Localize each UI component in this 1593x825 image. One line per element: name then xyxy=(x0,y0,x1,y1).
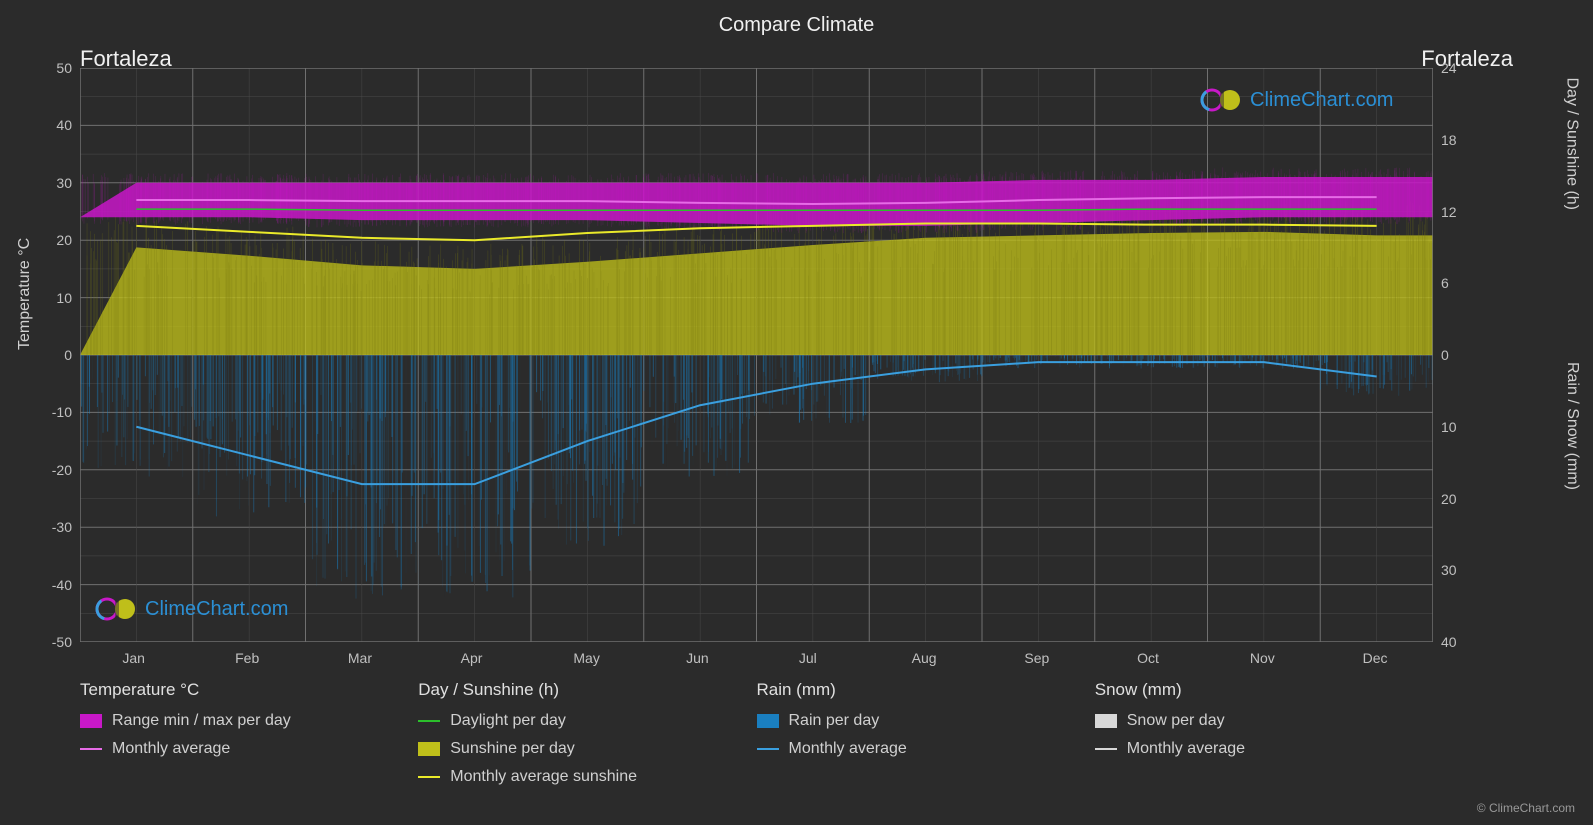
legend-item: Rain per day xyxy=(757,712,1095,730)
y-left-tick: 0 xyxy=(64,347,72,363)
legend-label: Rain per day xyxy=(789,712,880,730)
legend-item: Daylight per day xyxy=(418,712,756,730)
legend-item: Monthly average xyxy=(757,740,1095,758)
y-right-tick: 12 xyxy=(1441,204,1457,220)
legend-swatch-icon xyxy=(1095,714,1117,728)
legend-title: Day / Sunshine (h) xyxy=(418,680,756,700)
plot-svg xyxy=(80,68,1433,642)
x-tick: Dec xyxy=(1363,650,1388,666)
y-left-tick: 10 xyxy=(56,290,72,306)
y-left-tick: 50 xyxy=(56,60,72,76)
y-right-tick: 30 xyxy=(1441,562,1457,578)
legend-item: Monthly average sunshine xyxy=(418,768,756,786)
legend-label: Range min / max per day xyxy=(112,712,291,730)
watermark-text: ClimeChart.com xyxy=(1250,89,1393,112)
legend-title: Temperature °C xyxy=(80,680,418,700)
copyright: © ClimeChart.com xyxy=(1477,801,1575,815)
legend-title: Snow (mm) xyxy=(1095,680,1433,700)
legend-title: Rain (mm) xyxy=(757,680,1095,700)
x-tick: Feb xyxy=(235,650,259,666)
y-left-tick: -30 xyxy=(52,519,72,535)
legend-label: Monthly average xyxy=(112,740,230,758)
y-left-tick: -50 xyxy=(52,634,72,650)
legend-item: Monthly average xyxy=(80,740,418,758)
y-left-tick: -40 xyxy=(52,577,72,593)
watermark-text: ClimeChart.com xyxy=(145,598,288,621)
legend-label: Snow per day xyxy=(1127,712,1225,730)
legend-column: Rain (mm) Rain per day Monthly average xyxy=(757,680,1095,796)
legend-label: Monthly average xyxy=(1127,740,1245,758)
y-right-tick: 10 xyxy=(1441,419,1457,435)
legend-item: Monthly average xyxy=(1095,740,1433,758)
y-left-tick: -10 xyxy=(52,404,72,420)
y-left-tick: 30 xyxy=(56,175,72,191)
climechart-logo-icon xyxy=(95,595,139,623)
x-tick: Aug xyxy=(912,650,937,666)
x-tick: Nov xyxy=(1250,650,1275,666)
legend-label: Daylight per day xyxy=(450,712,566,730)
legend-column: Snow (mm) Snow per day Monthly average xyxy=(1095,680,1433,796)
plot-area xyxy=(80,68,1433,642)
city-label-right: Fortaleza xyxy=(1421,46,1513,72)
watermark-top: ClimeChart.com xyxy=(1200,86,1393,114)
x-tick: Mar xyxy=(348,650,372,666)
x-tick: Jan xyxy=(122,650,145,666)
y-axis-right-top-label: Day / Sunshine (h) xyxy=(1563,77,1581,210)
legend-column: Temperature °C Range min / max per day Mon… xyxy=(80,680,418,796)
legend-item: Sunshine per day xyxy=(418,740,756,758)
chart-container: Compare Climate Fortaleza Fortaleza Temp… xyxy=(0,0,1593,825)
x-tick: Apr xyxy=(461,650,483,666)
y-right-tick: 6 xyxy=(1441,275,1449,291)
legend-swatch-icon xyxy=(80,714,102,728)
y-right-tick: 24 xyxy=(1441,60,1457,76)
legend-label: Sunshine per day xyxy=(450,740,575,758)
legend-line-icon xyxy=(757,748,779,750)
legend-label: Monthly average xyxy=(789,740,907,758)
x-tick: Jun xyxy=(686,650,709,666)
x-tick: Oct xyxy=(1137,650,1159,666)
legend-item: Snow per day xyxy=(1095,712,1433,730)
legend-line-icon xyxy=(418,776,440,778)
legend: Temperature °C Range min / max per day Mon… xyxy=(80,680,1433,796)
legend-item: Range min / max per day xyxy=(80,712,418,730)
legend-column: Day / Sunshine (h) Daylight per day Sunshi… xyxy=(418,680,756,796)
y-right-tick: 20 xyxy=(1441,491,1457,507)
legend-swatch-icon xyxy=(757,714,779,728)
legend-line-icon xyxy=(80,748,102,750)
y-right-tick: 0 xyxy=(1441,347,1449,363)
legend-swatch-icon xyxy=(418,742,440,756)
x-tick: Sep xyxy=(1024,650,1049,666)
watermark-bottom: ClimeChart.com xyxy=(95,595,288,623)
chart-title: Compare Climate xyxy=(0,0,1593,37)
y-left-tick: 20 xyxy=(56,232,72,248)
legend-line-icon xyxy=(418,720,440,722)
legend-line-icon xyxy=(1095,748,1117,750)
y-right-tick: 18 xyxy=(1441,132,1457,148)
x-tick: Jul xyxy=(799,650,817,666)
y-axis-left-label: Temperature °C xyxy=(16,238,34,350)
y-axis-right-bot-label: Rain / Snow (mm) xyxy=(1563,362,1581,490)
climechart-logo-icon xyxy=(1200,86,1244,114)
y-right-tick: 40 xyxy=(1441,634,1457,650)
x-tick: May xyxy=(573,650,599,666)
legend-label: Monthly average sunshine xyxy=(450,768,637,786)
y-left-tick: 40 xyxy=(56,117,72,133)
y-left-tick: -20 xyxy=(52,462,72,478)
